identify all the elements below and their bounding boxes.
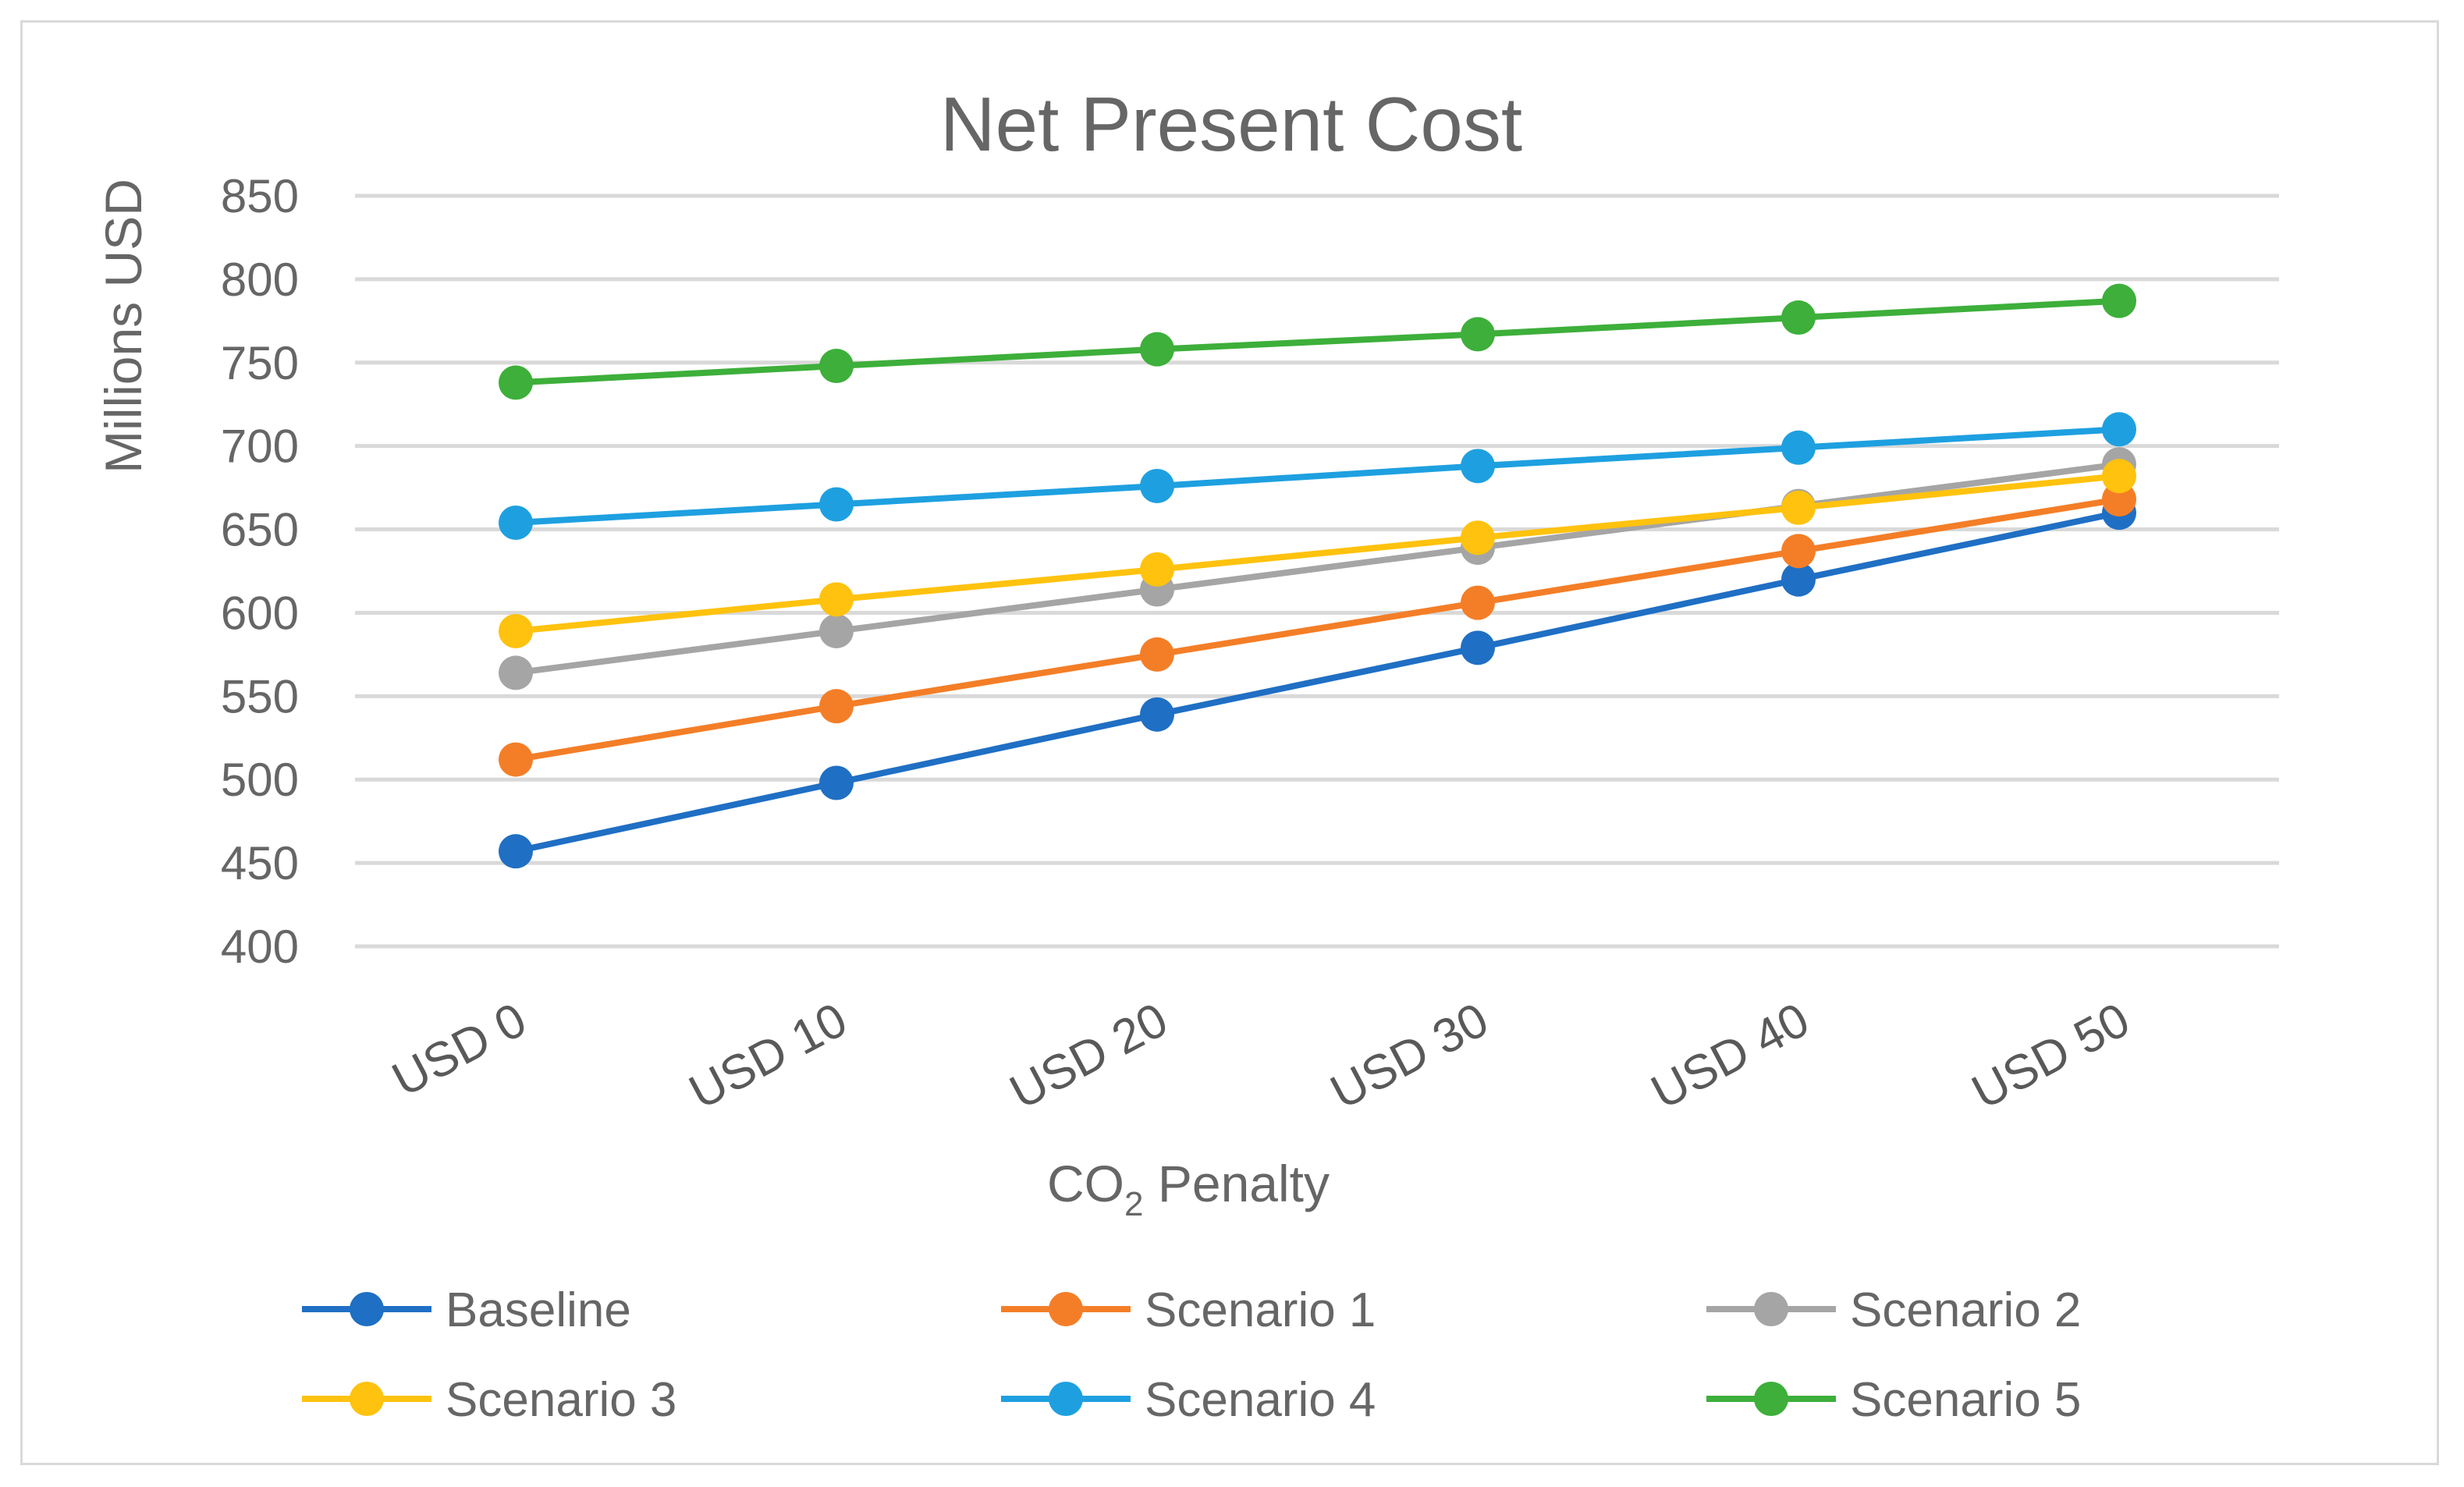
series-scenario-5 — [499, 283, 2136, 400]
data-point-scenario-3-usd-0 — [499, 613, 533, 648]
series-baseline — [499, 495, 2136, 869]
series-line-scenario-5 — [515, 297, 2120, 386]
data-point-scenario-1-usd-0 — [499, 742, 533, 777]
legend-marker-scenario-5 — [1754, 1382, 1788, 1416]
legend-label-scenario-1: Scenario 1 — [1145, 1283, 1376, 1337]
legend-item-scenario-3: Scenario 3 — [302, 1373, 676, 1427]
data-point-scenario-4-usd-50 — [2102, 412, 2136, 447]
data-point-scenario-4-usd-40 — [1781, 430, 1816, 465]
series-line-scenario-3 — [515, 473, 2120, 634]
x-tick-label-usd-10: USD 10 — [680, 992, 855, 1120]
data-point-scenario-5-usd-0 — [499, 365, 533, 400]
x-tick-label-usd-20: USD 20 — [1001, 992, 1176, 1120]
y-tick-label-600: 600 — [221, 587, 299, 639]
data-point-baseline-usd-40 — [1781, 562, 1816, 597]
data-point-scenario-3-usd-50 — [2102, 459, 2136, 494]
y-tick-label-850: 850 — [221, 170, 299, 222]
chart-title: Net Present Cost — [940, 81, 1522, 167]
y-tick-label-550: 550 — [221, 670, 299, 722]
y-axis-title: Millions USD — [94, 179, 152, 474]
y-tick-label-700: 700 — [221, 421, 299, 473]
data-point-baseline-usd-30 — [1461, 630, 1495, 665]
series-scenario-2 — [499, 447, 2136, 690]
y-tick-label-800: 800 — [221, 254, 299, 306]
legend-item-scenario-5: Scenario 5 — [1706, 1373, 2081, 1427]
series-scenario-3 — [499, 459, 2136, 648]
x-axis-title-subscript: 2 — [1124, 1185, 1143, 1223]
legend-item-scenario-2: Scenario 2 — [1706, 1283, 2081, 1337]
legend-marker-scenario-1 — [1049, 1292, 1083, 1326]
y-tick-labels: 850 800 750 700 650 600 550 500 450 400 — [221, 170, 299, 973]
x-tick-label-usd-0: USD 0 — [384, 992, 535, 1107]
data-point-scenario-4-usd-0 — [499, 506, 533, 541]
data-point-baseline-usd-0 — [499, 834, 533, 869]
data-point-scenario-5-usd-50 — [2102, 283, 2136, 318]
data-point-scenario-3-usd-40 — [1781, 490, 1816, 525]
data-point-scenario-4-usd-30 — [1461, 449, 1495, 484]
data-point-scenario-3-usd-10 — [819, 582, 854, 617]
legend-item-scenario-1: Scenario 1 — [1001, 1283, 1376, 1337]
series-scenario-4 — [499, 412, 2136, 541]
series-line-scenario-2 — [515, 461, 2120, 676]
data-point-scenario-1-usd-40 — [1781, 534, 1816, 569]
y-tick-label-500: 500 — [221, 754, 299, 806]
data-point-scenario-5-usd-10 — [819, 349, 854, 384]
legend-marker-scenario-3 — [350, 1382, 384, 1416]
legend-label-scenario-3: Scenario 3 — [446, 1373, 676, 1427]
y-tick-label-750: 750 — [221, 337, 299, 389]
legend-marker-baseline — [350, 1292, 384, 1326]
x-axis-title: CO2 Penalty — [1047, 1155, 1330, 1223]
data-point-scenario-1-usd-30 — [1461, 585, 1495, 620]
legend-marker-scenario-2 — [1754, 1292, 1788, 1326]
data-point-scenario-4-usd-10 — [819, 487, 854, 522]
x-tick-labels: USD 0 USD 10 USD 20 USD 30 USD 40 USD 50 — [384, 992, 2139, 1120]
data-point-scenario-3-usd-20 — [1140, 552, 1174, 587]
series-line-scenario-1 — [515, 496, 2120, 763]
data-point-scenario-1-usd-10 — [819, 689, 854, 724]
legend-item-baseline: Baseline — [302, 1283, 631, 1337]
series-line-baseline — [515, 509, 2120, 855]
data-point-scenario-3-usd-30 — [1461, 520, 1495, 555]
legend-label-scenario-4: Scenario 4 — [1145, 1373, 1376, 1427]
chart-frame: Net Present Cost Millions USD CO2 Penalt… — [20, 20, 2439, 1465]
y-tick-label-450: 450 — [221, 837, 299, 889]
data-point-scenario-2-usd-0 — [499, 655, 533, 690]
x-axis-title-main: CO — [1047, 1155, 1124, 1212]
x-tick-label-usd-40: USD 40 — [1642, 992, 1817, 1120]
x-axis-title-rest: Penalty — [1144, 1155, 1330, 1212]
data-point-scenario-5-usd-40 — [1781, 300, 1816, 335]
data-point-baseline-usd-10 — [819, 765, 854, 800]
data-point-scenario-2-usd-10 — [819, 613, 854, 648]
x-tick-label-usd-30: USD 30 — [1322, 992, 1497, 1120]
data-point-baseline-usd-20 — [1140, 697, 1174, 732]
data-point-scenario-1-usd-20 — [1140, 637, 1174, 672]
y-tick-label-650: 650 — [221, 504, 299, 556]
legend-marker-scenario-4 — [1049, 1382, 1083, 1416]
series-scenario-1 — [499, 482, 2136, 777]
legend: Baseline Scenario 1 Scenario 2 Scenario 3 Sc… — [302, 1283, 2081, 1427]
legend-label-scenario-5: Scenario 5 — [1850, 1373, 2081, 1427]
y-tick-label-400: 400 — [221, 921, 299, 973]
legend-label-scenario-2: Scenario 2 — [1850, 1283, 2081, 1337]
legend-item-scenario-4: Scenario 4 — [1001, 1373, 1376, 1427]
series-line-scenario-4 — [515, 426, 2120, 526]
x-tick-label-usd-50: USD 50 — [1963, 992, 2138, 1120]
legend-label-baseline: Baseline — [446, 1283, 631, 1337]
data-point-scenario-5-usd-20 — [1140, 332, 1174, 367]
chart: Net Present Cost Millions USD CO2 Penalt… — [94, 81, 2279, 1427]
data-point-scenario-4-usd-20 — [1140, 468, 1174, 503]
data-point-scenario-5-usd-30 — [1461, 317, 1495, 352]
series-lines — [499, 283, 2136, 869]
